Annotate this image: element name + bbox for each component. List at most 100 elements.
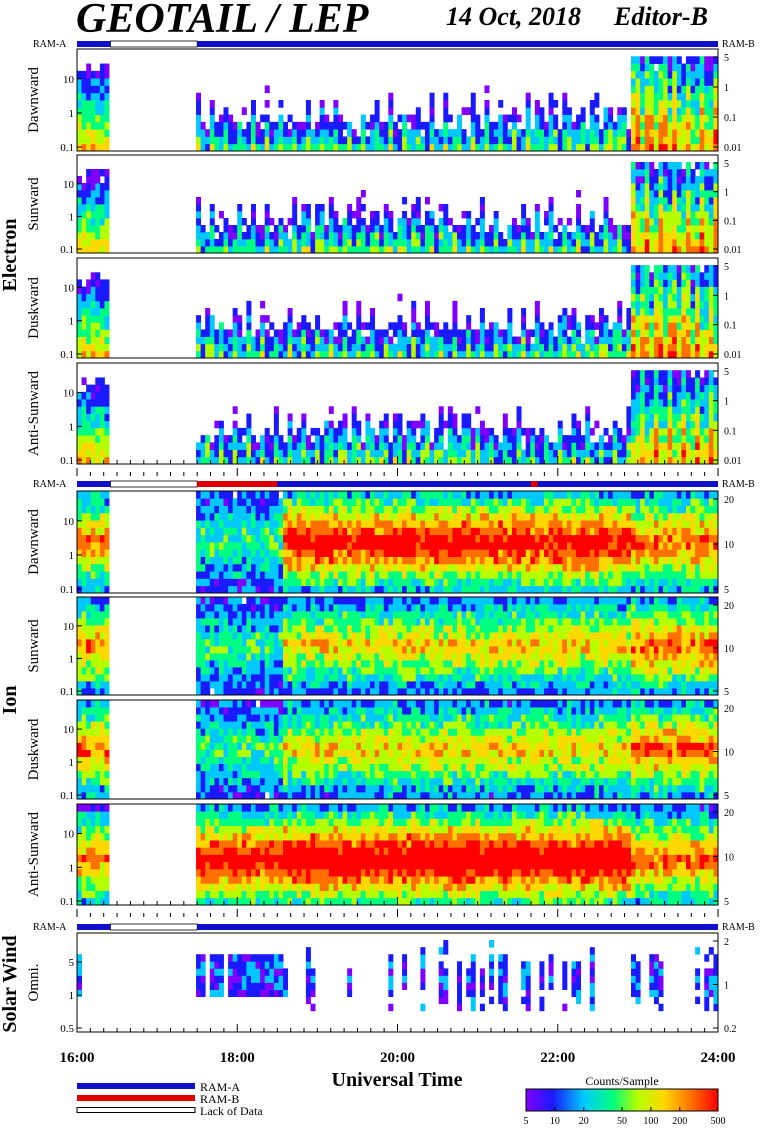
spectrogram-cell — [589, 512, 595, 521]
spectrogram-cell — [237, 121, 243, 130]
spectrogram-cell — [273, 563, 279, 572]
spectrogram-cell — [388, 512, 394, 521]
spectrogram-cell — [475, 542, 481, 550]
spectrogram-cell — [315, 211, 321, 219]
spectrogram-cell — [699, 232, 705, 240]
spectrogram-cell — [685, 456, 691, 465]
spectrogram-cell — [521, 542, 527, 550]
spectrogram-cell — [315, 512, 321, 521]
spectrogram-cell — [315, 218, 321, 226]
spectrogram-cell — [580, 585, 586, 594]
spectrogram-cell — [77, 632, 82, 640]
spectrogram-cell — [209, 534, 215, 543]
spectrogram-cell — [658, 300, 664, 309]
spectrogram-cell — [218, 527, 224, 536]
spectrogram-cell — [406, 420, 412, 429]
spectrogram-cell — [241, 578, 247, 587]
spectrogram-cell — [672, 549, 678, 557]
spectrogram-cell — [337, 456, 343, 465]
spectrogram-cell — [658, 272, 664, 280]
spectrogram-cell — [489, 505, 495, 514]
spectrogram-cell — [333, 512, 339, 521]
spectrogram-cell — [90, 176, 96, 184]
spectrogram-cell — [617, 239, 623, 247]
spectrogram-cell — [461, 527, 467, 536]
spectrogram-cell — [420, 563, 426, 572]
spectrogram-cell — [667, 427, 673, 436]
spectrogram-cell — [708, 143, 714, 152]
spectrogram-cell — [301, 211, 307, 219]
spectrogram-cell — [342, 121, 348, 130]
spectrogram-cell — [690, 56, 696, 64]
spectrogram-cell — [699, 136, 705, 145]
spectrogram-cell — [347, 498, 353, 506]
spectrogram-cell — [292, 350, 298, 359]
spectrogram-cell — [681, 70, 687, 79]
spectrogram-cell — [553, 498, 559, 506]
spectrogram-cell — [351, 435, 357, 443]
spectrogram-cell — [562, 232, 568, 240]
spectrogram-cell — [644, 456, 650, 465]
spectrogram-cell — [603, 121, 609, 130]
spectrogram-cell — [676, 377, 682, 386]
figure-title: GEOTAIL / LEP — [76, 0, 369, 42]
spectrogram-cell — [644, 435, 650, 443]
spectrogram-cell — [635, 162, 641, 170]
spectrogram-cell — [310, 239, 316, 247]
spectrogram-cell — [324, 136, 330, 145]
spectrogram-cell — [644, 272, 650, 280]
spectrogram-cell — [695, 571, 701, 579]
spectrogram-cell — [411, 585, 417, 594]
spectrogram-cell — [663, 549, 669, 557]
spectrogram-cell — [530, 549, 536, 557]
spectrogram-cell — [649, 190, 655, 198]
spectrogram-cell — [457, 556, 462, 565]
spectrogram-cell — [608, 336, 614, 345]
spectrogram-cell — [695, 563, 701, 572]
spectrogram-cell — [672, 498, 678, 506]
spectrogram-cell — [95, 315, 101, 323]
spectrogram-cell — [310, 136, 316, 145]
spectrogram-cell — [81, 391, 87, 400]
spectrogram-cell — [544, 442, 549, 450]
spectrogram-cell — [640, 498, 646, 506]
spectrogram-cell — [571, 571, 577, 579]
spectrogram-cell — [415, 498, 421, 506]
spectrogram-cell — [489, 129, 495, 137]
spectrogram-cell — [374, 136, 380, 145]
spectrogram-cell — [521, 143, 527, 152]
spectrogram-cell — [196, 129, 202, 137]
spectrogram-cell — [507, 505, 513, 514]
spectrogram-cell — [676, 427, 682, 436]
spectrogram-cell — [333, 578, 339, 587]
spectrogram-cell — [415, 563, 421, 572]
spectrogram-cell — [411, 136, 417, 145]
spectrogram-cell — [466, 315, 472, 323]
spectrogram-cell — [287, 491, 293, 499]
spectrogram-cell — [424, 129, 430, 137]
spectrogram-cell — [461, 413, 467, 422]
spectrogram-cell — [411, 211, 417, 219]
spectrogram-cell — [415, 218, 421, 226]
spectrogram-cell — [685, 578, 691, 587]
spectrogram-cell — [296, 427, 302, 436]
spectrogram-cell — [388, 232, 394, 240]
spectrogram-cell — [443, 343, 449, 352]
spectrogram-cell — [511, 225, 517, 233]
spectrogram-cell — [571, 239, 577, 247]
spectrogram-cell — [228, 225, 234, 233]
spectrogram-cell — [420, 350, 426, 359]
spectrogram-cell — [99, 556, 105, 565]
spectrogram-cell — [86, 143, 92, 152]
spectrogram-cell — [214, 542, 220, 550]
spectrogram-cell — [626, 136, 632, 145]
spectrogram-cell — [649, 183, 655, 191]
spectrogram-cell — [525, 100, 531, 108]
spectrogram-cell — [388, 498, 394, 506]
spectrogram-cell — [525, 246, 531, 254]
spectrogram-cell — [81, 315, 87, 323]
spectrogram-cell — [333, 350, 339, 359]
spectrogram-cell — [676, 121, 682, 130]
spectrogram-cell — [86, 315, 92, 323]
spectrogram-cell — [511, 246, 517, 254]
